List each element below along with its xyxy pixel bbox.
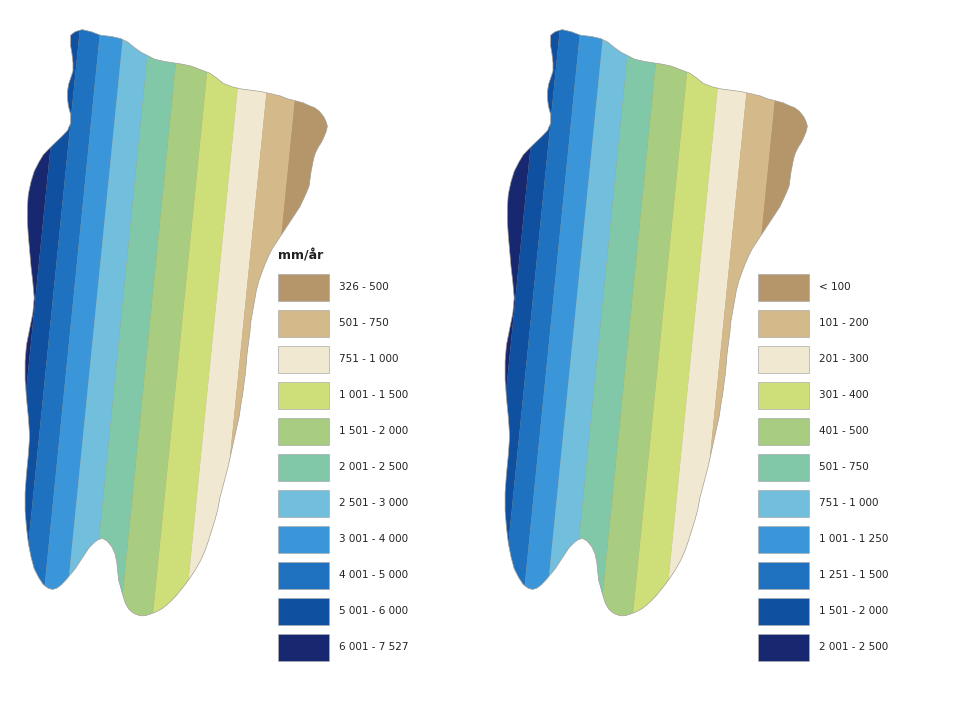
Polygon shape bbox=[178, 0, 280, 688]
FancyBboxPatch shape bbox=[278, 382, 328, 409]
Polygon shape bbox=[658, 0, 760, 688]
FancyBboxPatch shape bbox=[758, 418, 808, 445]
Text: 2 501 - 3 000: 2 501 - 3 000 bbox=[339, 498, 409, 508]
Polygon shape bbox=[236, 0, 345, 688]
Polygon shape bbox=[505, 30, 807, 616]
Text: 326 - 500: 326 - 500 bbox=[339, 282, 389, 292]
FancyBboxPatch shape bbox=[758, 274, 808, 301]
FancyBboxPatch shape bbox=[278, 490, 328, 517]
Text: 2 001 - 2 500: 2 001 - 2 500 bbox=[339, 462, 409, 472]
FancyBboxPatch shape bbox=[758, 634, 808, 661]
FancyBboxPatch shape bbox=[758, 310, 808, 337]
Polygon shape bbox=[146, 0, 251, 688]
Text: 751 - 1 000: 751 - 1 000 bbox=[819, 498, 878, 508]
Text: 6 001 - 7 527: 6 001 - 7 527 bbox=[339, 642, 409, 652]
Polygon shape bbox=[626, 0, 731, 688]
FancyBboxPatch shape bbox=[278, 598, 328, 625]
Polygon shape bbox=[459, 0, 549, 688]
Text: 3 001 - 4 000: 3 001 - 4 000 bbox=[339, 534, 409, 544]
FancyBboxPatch shape bbox=[758, 382, 808, 409]
Polygon shape bbox=[687, 0, 789, 688]
FancyBboxPatch shape bbox=[758, 562, 808, 589]
FancyBboxPatch shape bbox=[278, 310, 328, 337]
Text: 2 001 - 2 500: 2 001 - 2 500 bbox=[819, 642, 889, 652]
FancyBboxPatch shape bbox=[278, 418, 328, 445]
Text: 501 - 750: 501 - 750 bbox=[819, 462, 869, 472]
FancyBboxPatch shape bbox=[758, 454, 808, 481]
Text: 5 001 - 6 000: 5 001 - 6 000 bbox=[339, 606, 409, 616]
Text: 101 - 200: 101 - 200 bbox=[819, 318, 869, 328]
FancyBboxPatch shape bbox=[278, 274, 328, 301]
Polygon shape bbox=[593, 0, 699, 688]
Polygon shape bbox=[84, 0, 186, 688]
Text: 1 001 - 1 500: 1 001 - 1 500 bbox=[339, 390, 409, 400]
Text: 4 001 - 5 000: 4 001 - 5 000 bbox=[339, 570, 409, 580]
Text: 751 - 1 000: 751 - 1 000 bbox=[339, 354, 398, 364]
Text: 1 501 - 2 000: 1 501 - 2 000 bbox=[819, 606, 889, 616]
Text: mm/år: mm/år bbox=[278, 250, 324, 263]
FancyBboxPatch shape bbox=[758, 490, 808, 517]
Polygon shape bbox=[0, 0, 87, 688]
FancyBboxPatch shape bbox=[278, 454, 328, 481]
FancyBboxPatch shape bbox=[758, 598, 808, 625]
Polygon shape bbox=[0, 0, 69, 688]
Polygon shape bbox=[494, 0, 588, 688]
Polygon shape bbox=[515, 0, 611, 688]
Polygon shape bbox=[14, 0, 108, 688]
FancyBboxPatch shape bbox=[278, 346, 328, 373]
Polygon shape bbox=[716, 0, 825, 688]
Text: 1 001 - 1 250: 1 001 - 1 250 bbox=[819, 534, 889, 544]
Polygon shape bbox=[113, 0, 219, 688]
Polygon shape bbox=[58, 0, 157, 688]
Text: < 100: < 100 bbox=[819, 282, 851, 292]
FancyBboxPatch shape bbox=[278, 634, 328, 661]
FancyBboxPatch shape bbox=[758, 526, 808, 553]
Text: 501 - 750: 501 - 750 bbox=[339, 318, 389, 328]
Polygon shape bbox=[538, 0, 637, 688]
FancyBboxPatch shape bbox=[278, 526, 328, 553]
Polygon shape bbox=[207, 0, 309, 688]
Text: 1 251 - 1 500: 1 251 - 1 500 bbox=[819, 570, 889, 580]
Text: 201 - 300: 201 - 300 bbox=[819, 354, 869, 364]
FancyBboxPatch shape bbox=[278, 562, 328, 589]
Text: 1 501 - 2 000: 1 501 - 2 000 bbox=[339, 426, 409, 436]
Polygon shape bbox=[564, 0, 666, 688]
FancyBboxPatch shape bbox=[758, 346, 808, 373]
Polygon shape bbox=[476, 0, 567, 688]
Polygon shape bbox=[35, 0, 131, 688]
Polygon shape bbox=[25, 30, 327, 616]
Text: 301 - 400: 301 - 400 bbox=[819, 390, 869, 400]
Text: 401 - 500: 401 - 500 bbox=[819, 426, 869, 436]
